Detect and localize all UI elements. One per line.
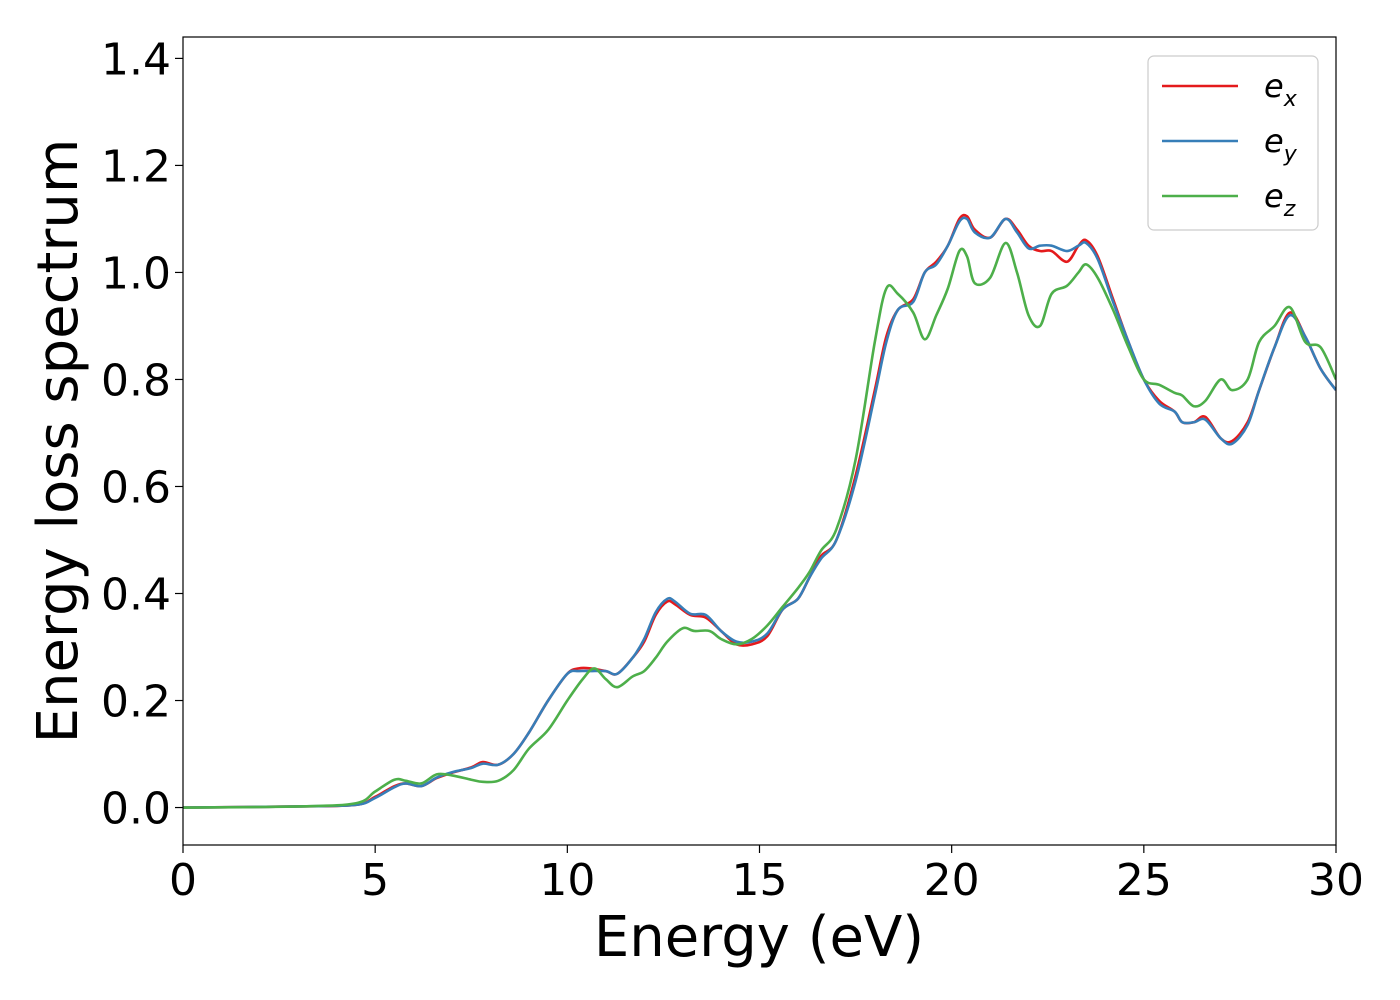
legend-label-ez: ez bbox=[1264, 177, 1296, 222]
y-tick-label: 1.4 bbox=[101, 34, 171, 85]
x-tick-label: 30 bbox=[1308, 855, 1364, 906]
y-tick-label: 0.0 bbox=[101, 784, 171, 835]
x-tick-label: 10 bbox=[539, 855, 595, 906]
series-layer bbox=[183, 213, 1336, 809]
x-tick-label: 0 bbox=[169, 855, 197, 906]
x-tick-label: 20 bbox=[924, 855, 980, 906]
y-tick-label: 1.2 bbox=[101, 141, 171, 192]
x-tick-label: 15 bbox=[732, 855, 788, 906]
y-tick-label: 0.2 bbox=[101, 677, 171, 728]
y-axis-title: Energy loss spectrum bbox=[26, 139, 91, 744]
legend-label-ex: ex bbox=[1264, 67, 1298, 112]
series-line-ez bbox=[183, 241, 1336, 809]
y-tick-label: 0.4 bbox=[101, 570, 171, 621]
x-axis-title: Energy (eV) bbox=[594, 905, 924, 970]
series-line-ey bbox=[183, 216, 1336, 809]
legend-label-ey: ey bbox=[1264, 122, 1298, 167]
y-tick-label: 0.8 bbox=[101, 355, 171, 406]
x-tick-label: 25 bbox=[1116, 855, 1172, 906]
y-axis: 0.0 0.2 0.4 0.6 0.8 1.0 1.2 1.4 bbox=[101, 34, 183, 835]
y-tick-label: 1.0 bbox=[101, 248, 171, 299]
y-tick-label: 0.6 bbox=[101, 462, 171, 513]
x-axis: 0 5 10 15 20 25 30 bbox=[169, 845, 1364, 906]
legend: ex ey ez bbox=[1147, 55, 1319, 231]
x-tick-label: 5 bbox=[361, 855, 389, 906]
legend-box bbox=[1147, 55, 1319, 231]
